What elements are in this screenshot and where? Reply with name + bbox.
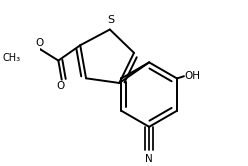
Text: OH: OH	[185, 71, 201, 81]
Text: S: S	[107, 15, 114, 25]
Text: O: O	[57, 81, 65, 91]
Text: CH₃: CH₃	[2, 53, 20, 63]
Text: N: N	[145, 154, 153, 164]
Text: O: O	[35, 38, 44, 48]
